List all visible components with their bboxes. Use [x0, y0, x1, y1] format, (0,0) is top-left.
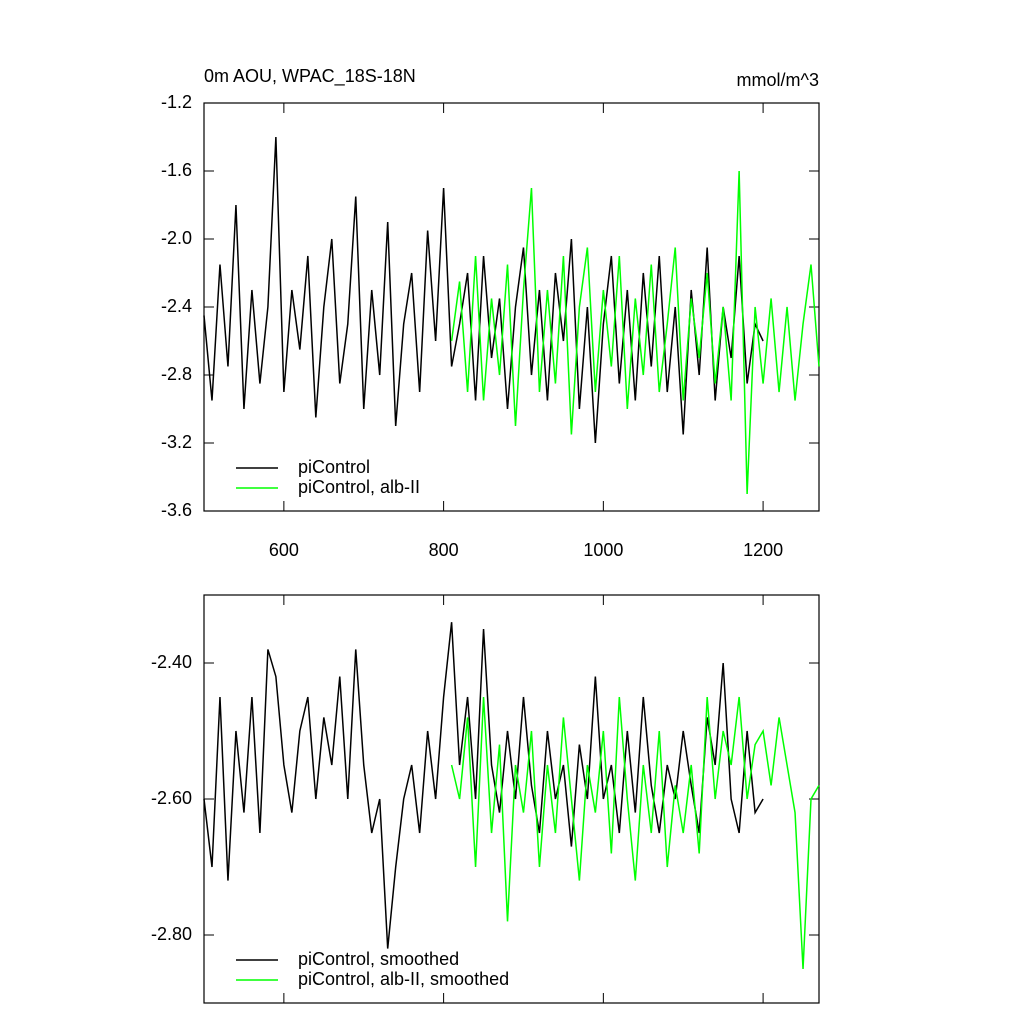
y-tick-label: -2.0: [161, 228, 192, 248]
data-line: [450, 170, 820, 495]
y-tick-label: -3.6: [161, 500, 192, 520]
legend-label: piControl: [298, 457, 370, 477]
data-line: [450, 696, 820, 970]
y-tick-label: -2.60: [151, 788, 192, 808]
y-tick-label: -2.8: [161, 364, 192, 384]
y-tick-label: -2.80: [151, 924, 192, 944]
y-tick-label: -3.2: [161, 432, 192, 452]
x-tick-label: 800: [429, 540, 459, 560]
data-line: [203, 136, 764, 444]
y-tick-label: -1.2: [161, 92, 192, 112]
plot-frame: [203, 102, 820, 512]
x-tick-label: 1000: [583, 540, 623, 560]
legend-label: piControl, alb-II: [298, 477, 420, 497]
y-tick-label: -2.4: [161, 296, 192, 316]
legend-label: piControl, alb-II, smoothed: [298, 969, 509, 989]
x-tick-label: 600: [269, 540, 299, 560]
y-tick-label: -1.6: [161, 160, 192, 180]
y-tick-label: -2.40: [151, 652, 192, 672]
plot-frame: [203, 594, 820, 1004]
data-line: [203, 622, 764, 949]
x-tick-label: 1200: [743, 540, 783, 560]
chart-title: 0m AOU, WPAC_18S-18N: [204, 66, 416, 87]
legend-label: piControl, smoothed: [298, 949, 459, 969]
units-label: mmol/m^3: [737, 70, 819, 90]
